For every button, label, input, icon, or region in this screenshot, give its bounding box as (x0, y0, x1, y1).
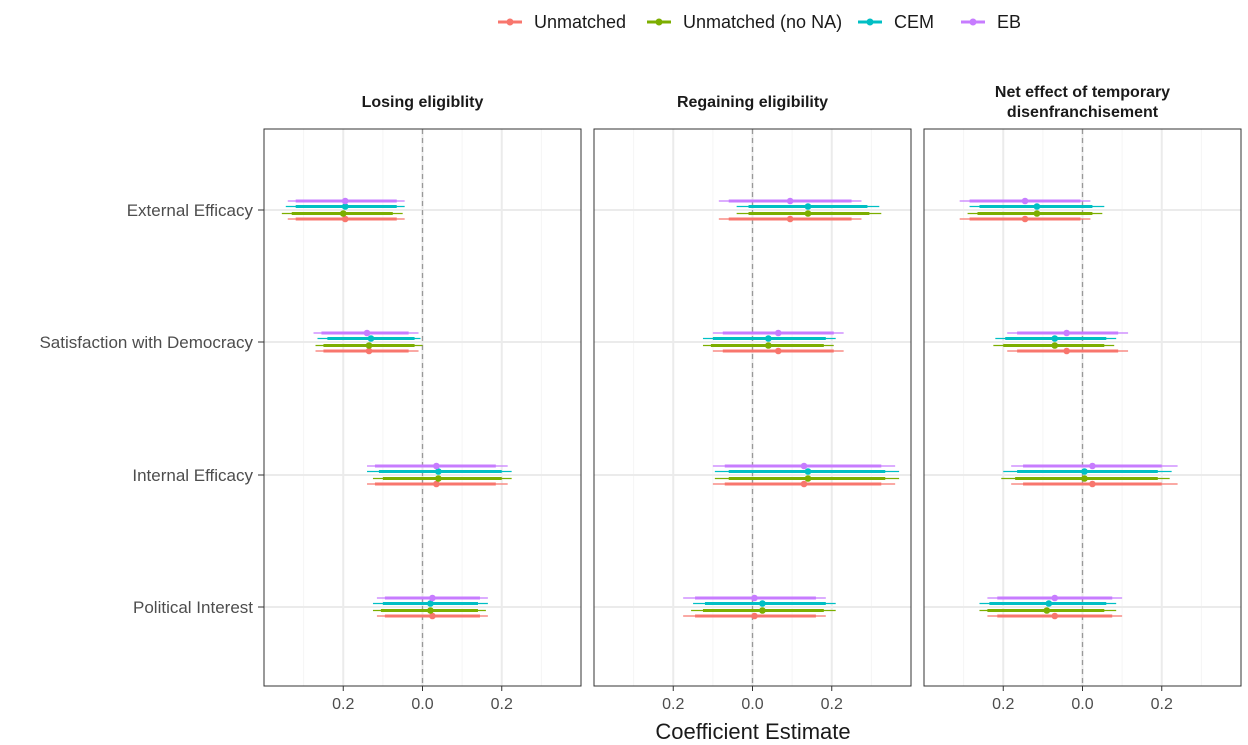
point-estimate (1081, 475, 1088, 482)
point-estimate (339, 210, 347, 217)
legend-label: EB (997, 12, 1021, 32)
facet-title: Losing eligiblity (362, 94, 484, 111)
y-tick-label: Satisfaction with Democracy (39, 333, 253, 352)
y-tick-label: Political Interest (133, 598, 253, 617)
point-estimate (774, 347, 782, 355)
x-tick-label: 0.2 (992, 696, 1014, 713)
point-estimate (341, 197, 349, 205)
point-estimate (804, 203, 812, 210)
point-estimate (1051, 342, 1059, 349)
facet-title: Net effect of temporary (995, 84, 1170, 101)
point-estimate (1063, 347, 1070, 355)
point-estimate (800, 462, 808, 470)
facet-panel: Losing eligiblity 0.2 0.0 0.2 (263, 94, 582, 713)
x-tick-label: 0.2 (821, 696, 843, 713)
point-estimate (1021, 215, 1029, 223)
point-estimate (1033, 203, 1041, 210)
point-estimate (804, 475, 812, 482)
x-tick-label: 0.2 (1151, 696, 1173, 713)
point-estimate (429, 594, 436, 602)
point-estimate (433, 462, 440, 470)
point-estimate (1089, 480, 1096, 488)
x-tick-label: 0.0 (1071, 696, 1093, 713)
point-estimate (365, 342, 373, 349)
legend-key-point (506, 18, 514, 26)
point-estimate (800, 480, 808, 488)
point-estimate (786, 215, 794, 223)
x-axis-title: Coefficient Estimate (655, 719, 850, 744)
x-tick-label: 0.2 (662, 696, 684, 713)
x-tick-label: 0.2 (491, 696, 513, 713)
point-estimate (367, 335, 375, 342)
point-estimate (1051, 612, 1059, 620)
point-estimate (786, 197, 794, 205)
point-estimate (435, 468, 442, 475)
point-estimate (363, 329, 371, 337)
x-tick-label: 0.2 (332, 696, 354, 713)
point-estimate (804, 210, 812, 217)
y-tick-label: External Efficacy (127, 201, 254, 220)
legend-label: Unmatched (534, 12, 626, 32)
point-estimate (435, 475, 442, 482)
point-estimate (427, 600, 434, 607)
point-estimate (341, 215, 349, 223)
point-estimate (427, 607, 434, 614)
point-estimate (765, 342, 772, 349)
x-tick-label: 0.0 (411, 696, 433, 713)
point-estimate (433, 480, 440, 488)
point-estimate (1051, 335, 1059, 342)
point-estimate (1043, 607, 1051, 614)
facet-title: Regaining eligibility (677, 94, 828, 111)
legend-key-point (655, 18, 663, 26)
y-tick-label: Internal Efficacy (132, 466, 253, 485)
facet-panel: Regaining eligibility 0.2 0.0 0.2 (593, 94, 912, 713)
point-estimate (804, 468, 812, 475)
facet-panel: Net effect of temporary disenfranchisemen… (923, 84, 1242, 713)
point-estimate (341, 203, 349, 210)
point-estimate (1045, 600, 1053, 607)
x-tick-label: 0.0 (741, 696, 763, 713)
point-estimate (751, 612, 758, 620)
point-estimate (365, 347, 373, 355)
point-estimate (1051, 594, 1059, 602)
point-estimate (759, 607, 766, 614)
point-estimate (1089, 462, 1096, 470)
facet-title: disenfranchisement (1007, 104, 1159, 121)
legend-key-point (866, 18, 874, 26)
point-estimate (759, 600, 766, 607)
point-estimate (774, 329, 782, 337)
point-estimate (1033, 210, 1041, 217)
legend-key-point (969, 18, 977, 26)
point-estimate (1063, 329, 1070, 337)
point-estimate (765, 335, 772, 342)
point-estimate (751, 594, 758, 602)
point-estimate (1081, 468, 1088, 475)
point-estimate (1021, 197, 1029, 205)
legend-label: CEM (894, 12, 934, 32)
legend-label: Unmatched (no NA) (683, 12, 842, 32)
point-estimate (429, 612, 436, 620)
